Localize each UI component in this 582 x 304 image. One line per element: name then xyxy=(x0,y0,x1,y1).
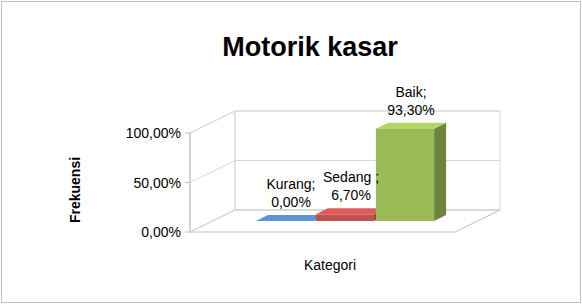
data-label: Sedang ; 6,70% xyxy=(323,169,379,203)
bar xyxy=(316,208,386,221)
data-labels: Kurang; 0,00% Sedang ; 6,70% Baik; 93,30% xyxy=(266,84,434,210)
bars xyxy=(256,123,446,221)
data-label-line: 6,70% xyxy=(331,187,371,203)
bar-top xyxy=(256,215,326,221)
chart-frame xyxy=(2,2,581,303)
bar-front xyxy=(316,214,374,221)
bar-top xyxy=(376,123,446,129)
data-label-line: Kurang; xyxy=(266,176,315,192)
bar-front xyxy=(256,221,314,222)
grid-line xyxy=(190,111,500,133)
data-label: Baik; 93,30% xyxy=(387,84,434,118)
data-label: Kurang; 0,00% xyxy=(266,176,315,210)
y-tick xyxy=(185,182,190,183)
chart: Motorik kasar 0,00% 50,00% 100,00% Frekuensi… xyxy=(0,0,582,304)
title: Motorik kasar xyxy=(222,32,398,62)
y-tick-label: 100,00% xyxy=(126,125,181,141)
bar xyxy=(376,123,446,221)
bar-side xyxy=(434,123,446,221)
y-tick xyxy=(185,232,190,233)
bar xyxy=(256,215,326,221)
x-axis-label: Kategori xyxy=(304,257,356,273)
y-tick xyxy=(185,133,190,134)
y-tick-label: 50,00% xyxy=(134,175,181,191)
bar-front xyxy=(376,129,434,221)
data-label-line: 0,00% xyxy=(271,194,311,210)
data-label-line: Sedang ; xyxy=(323,169,379,185)
y-tick-label: 0,00% xyxy=(141,224,181,240)
bar-top xyxy=(316,208,386,214)
data-label-line: 93,30% xyxy=(387,102,434,118)
data-label-line: Baik; xyxy=(395,84,426,100)
y-axis-label: Frekuensi xyxy=(67,157,83,223)
chart-root: Motorik kasar 0,00% 50,00% 100,00% Frekuensi… xyxy=(0,0,582,304)
